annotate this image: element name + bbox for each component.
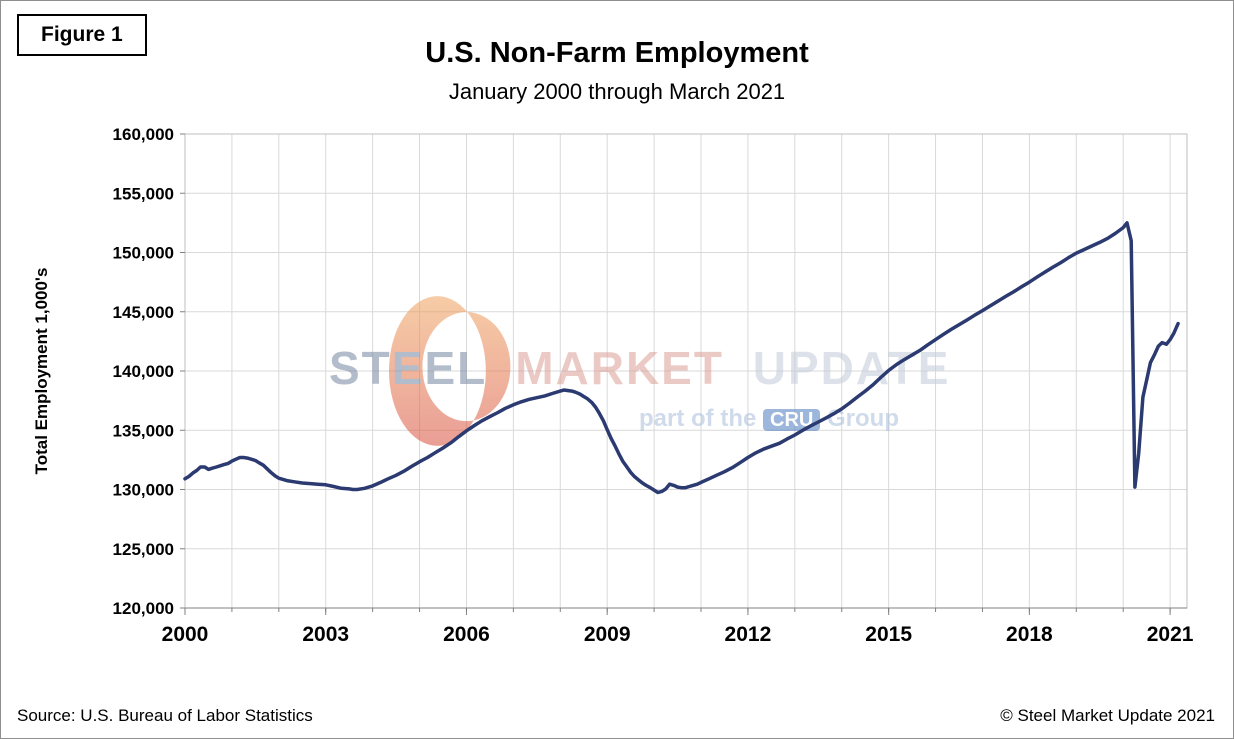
source-note: Source: U.S. Bureau of Labor Statistics bbox=[17, 706, 313, 725]
chart-subtitle: January 2000 through March 2021 bbox=[448, 79, 786, 104]
x-tick-label: 2018 bbox=[1006, 623, 1053, 646]
x-tick-label: 2015 bbox=[865, 623, 912, 646]
y-tick-label: 160,000 bbox=[113, 125, 174, 144]
y-tick-label: 145,000 bbox=[113, 303, 174, 322]
watermark-word-steel: STEEL bbox=[329, 342, 487, 394]
y-tick-label: 135,000 bbox=[113, 421, 174, 440]
watermark-word-update: UPDATE bbox=[752, 342, 951, 394]
watermark-word-market: MARKET bbox=[515, 342, 724, 394]
watermark-text: STEEL MARKET UPDATE bbox=[329, 341, 950, 395]
x-tick-label: 2000 bbox=[162, 623, 209, 646]
y-tick-label: 130,000 bbox=[113, 481, 174, 500]
cru-badge: CRU bbox=[763, 409, 821, 431]
y-axis-title: Total Employment 1,000's bbox=[32, 268, 51, 475]
y-tick-label: 150,000 bbox=[113, 244, 174, 263]
chart-title: U.S. Non-Farm Employment bbox=[425, 37, 809, 69]
x-tick-label: 2006 bbox=[443, 623, 490, 646]
watermark-subtext: part of the CRU Group bbox=[639, 405, 899, 433]
x-tick-label: 2009 bbox=[584, 623, 631, 646]
figure-label-text: Figure 1 bbox=[41, 23, 123, 46]
y-tick-label: 140,000 bbox=[113, 362, 174, 381]
y-tick-label: 155,000 bbox=[113, 184, 174, 203]
x-tick-label: 2021 bbox=[1147, 623, 1194, 646]
y-tick-label: 120,000 bbox=[113, 599, 174, 618]
figure-label: Figure 1 bbox=[17, 14, 147, 56]
watermark-part-of-the: part of the bbox=[639, 405, 757, 432]
x-tick-label: 2012 bbox=[725, 623, 772, 646]
watermark-group: Group bbox=[827, 405, 900, 432]
steel-market-update-watermark: STEEL MARKET UPDATE part of the CRU Grou… bbox=[329, 285, 948, 460]
x-tick-label: 2003 bbox=[302, 623, 349, 646]
copyright-note: © Steel Market Update 2021 bbox=[1000, 706, 1215, 725]
y-tick-label: 125,000 bbox=[113, 540, 174, 559]
